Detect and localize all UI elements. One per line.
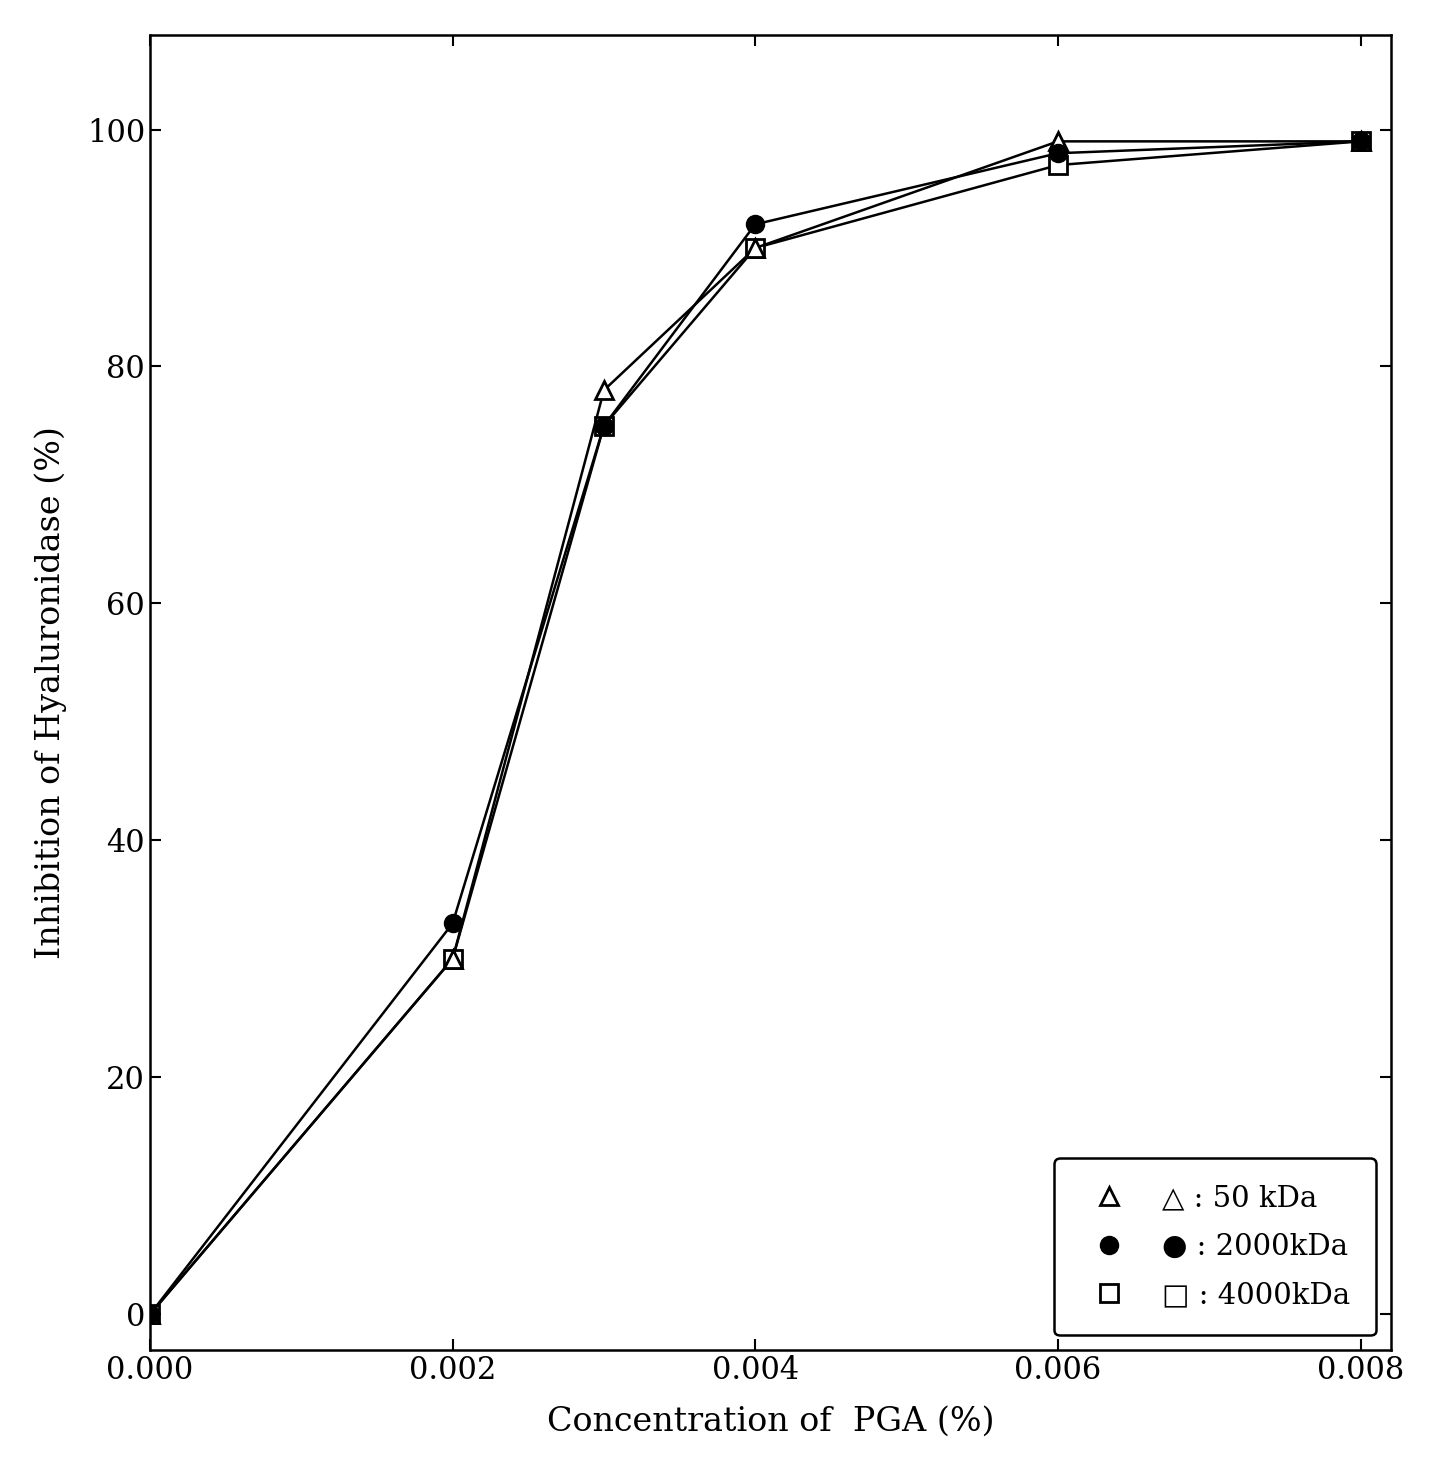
Y-axis label: Inhibition of Hyaluronidase (%): Inhibition of Hyaluronidase (%) <box>35 425 68 958</box>
Legend: △ : 50 kDa, ● : 2000kDa, □ : 4000kDa: △ : 50 kDa, ● : 2000kDa, □ : 4000kDa <box>1054 1158 1376 1335</box>
X-axis label: Concentration of  PGA (%): Concentration of PGA (%) <box>547 1406 994 1437</box>
